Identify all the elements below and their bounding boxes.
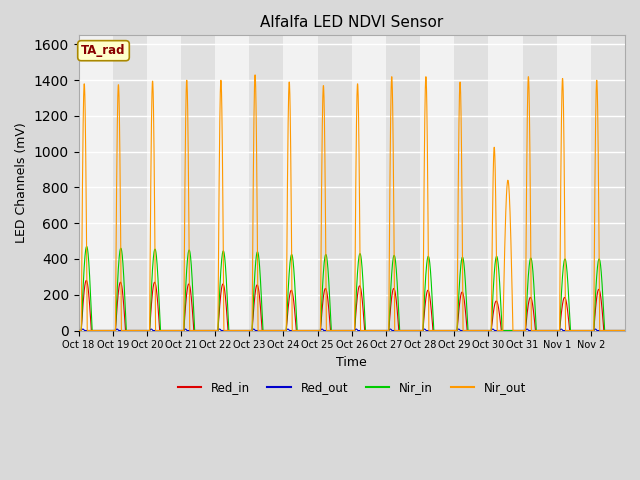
Bar bbox=[352, 36, 386, 331]
Nir_out bbox=[187, 328, 195, 334]
Nir_out bbox=[75, 328, 83, 334]
Nir_out bbox=[538, 328, 545, 334]
Red_in bbox=[538, 328, 545, 334]
Red_out bbox=[621, 328, 629, 334]
Red_in bbox=[505, 328, 513, 334]
Bar bbox=[79, 36, 113, 331]
Bar bbox=[454, 36, 488, 331]
Line: Nir_out: Nir_out bbox=[79, 75, 625, 331]
Bar bbox=[284, 36, 317, 331]
Nir_out bbox=[470, 328, 478, 334]
Line: Red_out: Red_out bbox=[79, 329, 625, 331]
Nir_in bbox=[538, 328, 545, 334]
Bar bbox=[181, 36, 215, 331]
Red_in bbox=[621, 328, 629, 334]
Bar bbox=[386, 36, 420, 331]
Nir_out bbox=[621, 328, 629, 334]
Nir_in bbox=[75, 328, 83, 334]
Red_out bbox=[538, 328, 545, 334]
Red_out bbox=[422, 327, 429, 333]
Nir_in bbox=[621, 328, 629, 334]
Nir_out bbox=[615, 328, 623, 334]
Bar bbox=[522, 36, 557, 331]
Red_out bbox=[75, 328, 83, 334]
Bar bbox=[557, 36, 591, 331]
Bar bbox=[250, 36, 284, 331]
Bar bbox=[420, 36, 454, 331]
Red_out bbox=[470, 328, 478, 334]
Red_out bbox=[187, 328, 195, 334]
Nir_in bbox=[83, 243, 90, 249]
Bar bbox=[113, 36, 147, 331]
Red_in bbox=[615, 328, 623, 334]
Red_out bbox=[615, 328, 623, 334]
Red_in bbox=[75, 328, 83, 334]
Line: Red_in: Red_in bbox=[79, 280, 625, 331]
Bar bbox=[488, 36, 522, 331]
Bar bbox=[591, 36, 625, 331]
X-axis label: Time: Time bbox=[337, 356, 367, 369]
Line: Nir_in: Nir_in bbox=[79, 246, 625, 331]
Nir_in bbox=[422, 272, 429, 278]
Nir_in bbox=[470, 328, 478, 334]
Title: Alfalfa LED NDVI Sensor: Alfalfa LED NDVI Sensor bbox=[260, 15, 444, 30]
Nir_out bbox=[252, 72, 259, 78]
Red_out bbox=[79, 326, 86, 332]
Nir_in bbox=[505, 328, 513, 334]
Red_in bbox=[422, 296, 429, 302]
Nir_in bbox=[615, 328, 623, 334]
Nir_out bbox=[422, 74, 429, 80]
Red_out bbox=[505, 328, 513, 334]
Text: TA_rad: TA_rad bbox=[81, 44, 126, 57]
Red_in bbox=[470, 328, 478, 334]
Red_in bbox=[83, 277, 90, 283]
Bar bbox=[147, 36, 181, 331]
Bar bbox=[317, 36, 352, 331]
Y-axis label: LED Channels (mV): LED Channels (mV) bbox=[15, 122, 28, 243]
Red_in bbox=[187, 288, 195, 294]
Legend: Red_in, Red_out, Nir_in, Nir_out: Red_in, Red_out, Nir_in, Nir_out bbox=[173, 376, 531, 398]
Nir_in bbox=[187, 254, 195, 260]
Bar bbox=[215, 36, 250, 331]
Nir_out bbox=[505, 184, 513, 190]
